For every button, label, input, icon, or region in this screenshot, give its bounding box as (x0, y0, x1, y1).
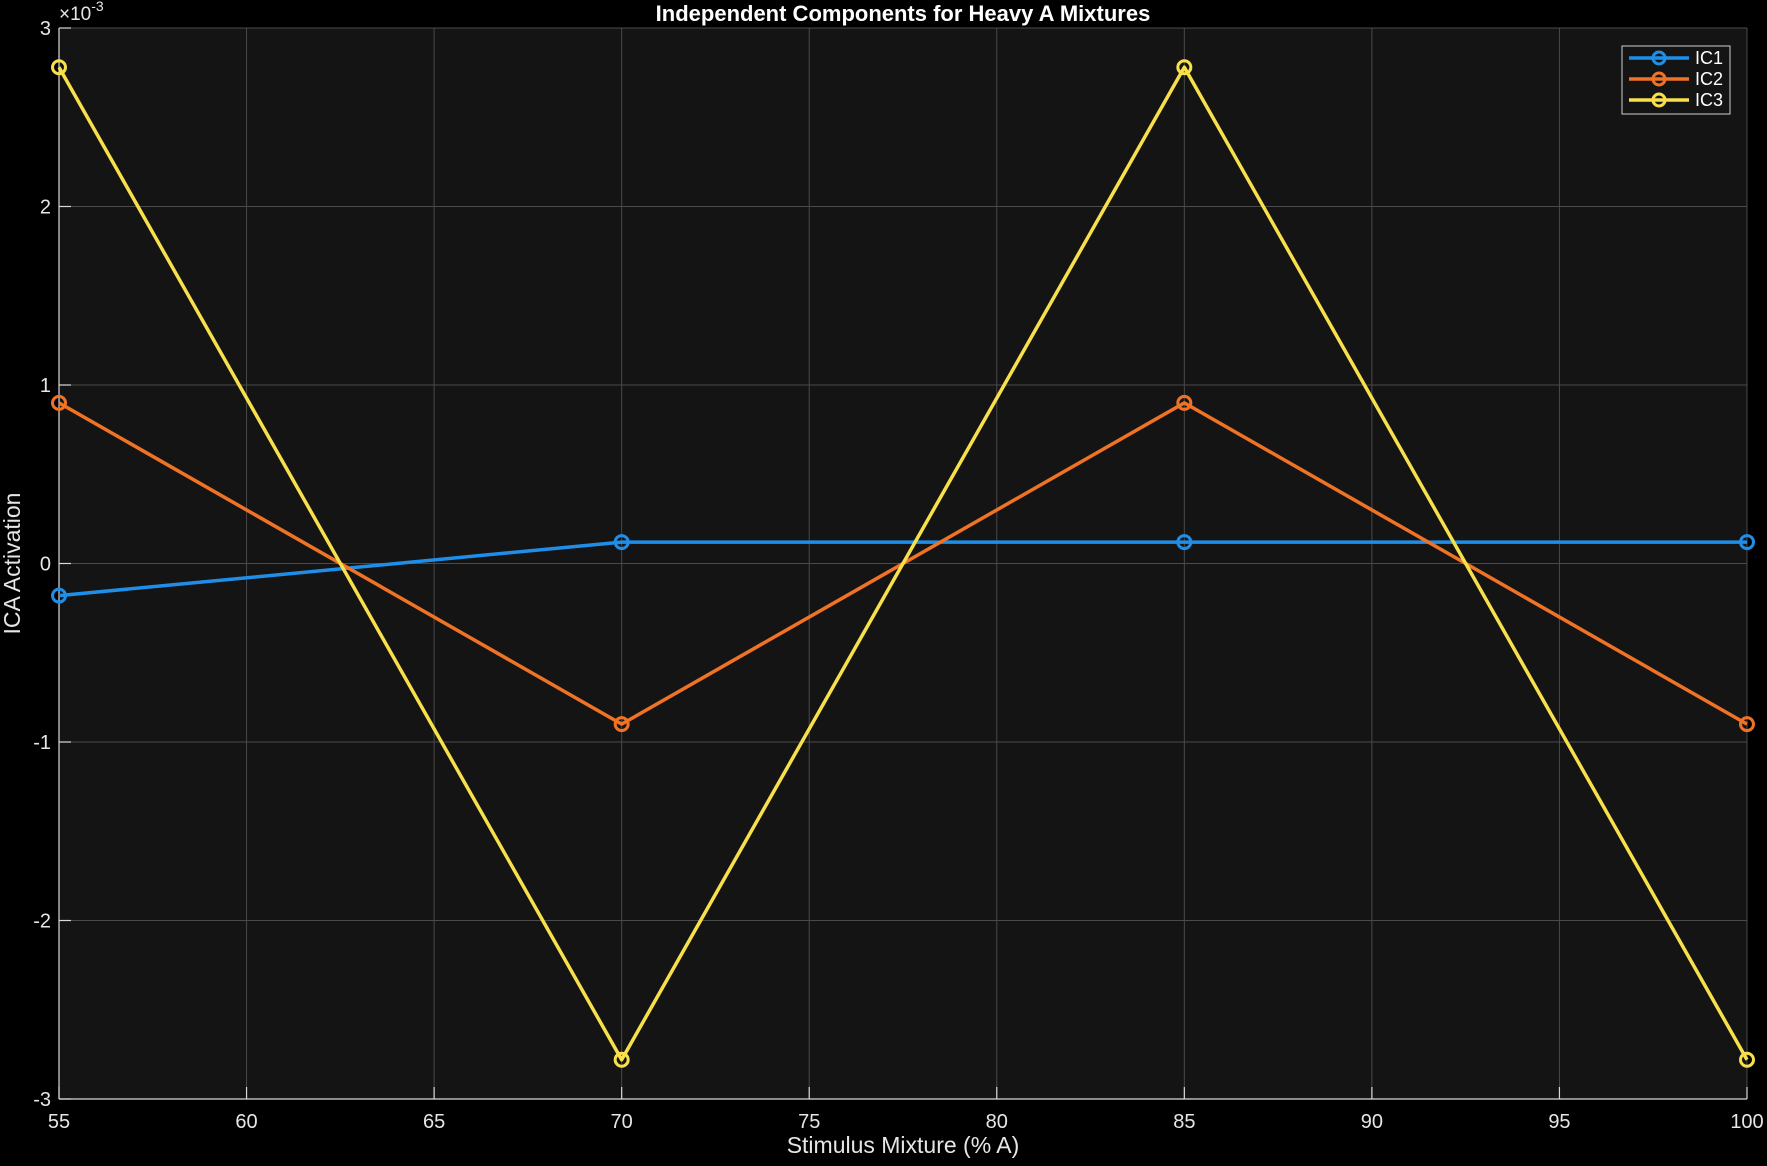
x-tick-label: 95 (1548, 1111, 1570, 1133)
x-tick-label: 90 (1361, 1111, 1383, 1133)
y-tick-label: -2 (33, 911, 51, 933)
series-line-ic3 (57, 65, 1749, 1062)
y-tick-label: -3 (33, 1089, 51, 1111)
legend-label: IC3 (1695, 90, 1723, 110)
data-point-ic1 (613, 534, 630, 551)
data-point-ic3 (51, 59, 67, 76)
series-line-ic1 (58, 540, 1747, 598)
series-ic3 (51, 59, 1755, 1068)
y-axis-exponent: ×10-3 (59, 0, 104, 25)
legend-item-ic2: IC2 (1629, 69, 1723, 89)
chart-title: Independent Components for Heavy A Mixtu… (656, 1, 1151, 26)
x-tick-label: 80 (986, 1111, 1008, 1133)
y-axis-exponent-base: ×10 (59, 4, 91, 25)
data-point-ic1 (51, 587, 67, 604)
legend-swatch-marker (1651, 71, 1667, 87)
y-axis-label: ICA Activation (0, 493, 25, 635)
data-point-ic3 (1176, 59, 1193, 76)
x-tick-label: 60 (235, 1111, 257, 1133)
data-point-ic2 (613, 716, 630, 733)
data-point-ic2 (1176, 394, 1193, 411)
data-point-ic3 (613, 1051, 630, 1068)
legend-item-ic3: IC3 (1629, 90, 1723, 110)
x-tick-label: 85 (1173, 1111, 1195, 1133)
y-tick-label: 1 (40, 375, 51, 397)
legend-item-ic1: IC1 (1629, 48, 1723, 68)
y-tick-label: -1 (33, 732, 51, 754)
data-point-ic2 (1739, 716, 1755, 733)
axes (58, 27, 1748, 1100)
series-ic1 (51, 534, 1755, 604)
y-tick-label: 2 (40, 197, 51, 219)
series-lines (51, 59, 1755, 1068)
x-axis-label: Stimulus Mixture (% A) (787, 1132, 1020, 1158)
x-tick-label: 70 (611, 1111, 633, 1133)
x-tick-label: 75 (798, 1111, 820, 1133)
x-tick-label: 100 (1730, 1111, 1763, 1133)
data-point-ic3 (1739, 1051, 1755, 1068)
legend-swatch-marker (1651, 50, 1667, 66)
x-tick-label: 65 (423, 1111, 445, 1133)
data-point-ic1 (1739, 534, 1755, 551)
legend-label: IC1 (1695, 48, 1723, 68)
legend-label: IC2 (1695, 69, 1723, 89)
data-point-ic2 (51, 394, 67, 411)
y-axis-exponent-power: -3 (91, 0, 104, 14)
legend-swatch-marker (1651, 92, 1667, 108)
data-point-ic1 (1176, 534, 1193, 551)
x-tick-label: 55 (48, 1111, 70, 1133)
y-tick-label: 3 (40, 18, 51, 40)
tick-labels: 55 60 65 70 75 80 85 90 95 100 -3 -2 -1 0 1 2 3 (33, 18, 1763, 1133)
y-tick-label: 0 (40, 554, 51, 576)
